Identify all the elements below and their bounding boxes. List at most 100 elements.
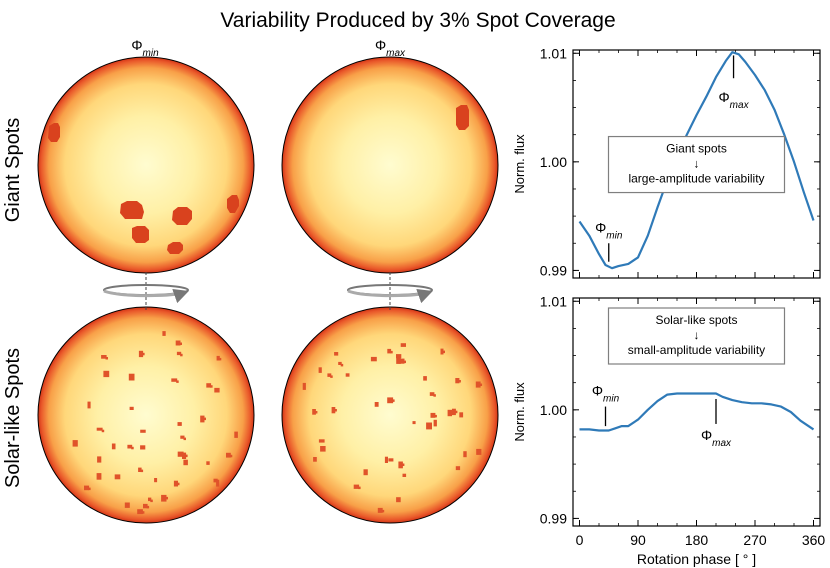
small-spot (84, 485, 90, 491)
x-tick-label: 180 (685, 532, 709, 548)
small-spot (105, 357, 108, 360)
small-spot (327, 373, 332, 377)
small-spot (387, 397, 394, 404)
small-spot (234, 431, 238, 438)
phase-marker-label: Φmax (701, 427, 732, 449)
small-spot (180, 353, 183, 357)
star-giant-phi-min (37, 56, 255, 274)
small-spot (314, 411, 318, 414)
small-spot (72, 440, 78, 447)
col-label-phi-min: Φmin (131, 37, 159, 59)
small-spot (433, 419, 437, 427)
small-spot (340, 363, 344, 367)
small-spot (214, 387, 220, 393)
small-spot (447, 409, 452, 417)
small-spot (430, 412, 436, 418)
chart-solar-like-spots: 0.99 1.00 1.01 0 90 180 270 360 Norm. flux Rotati… (512, 293, 825, 567)
small-spot (183, 459, 188, 466)
small-spot (177, 451, 184, 457)
small-spot (114, 474, 121, 480)
small-spot (459, 412, 464, 418)
chart-giant-spots: 0.99 1.00 1.01 Norm. flux Φmin Φmax Giant spot… (512, 45, 821, 279)
x-axis-label: Rotation phase [ ° ] (637, 551, 756, 567)
small-spot (203, 417, 206, 421)
small-spot (334, 352, 339, 356)
small-spot (150, 499, 153, 503)
small-spot (229, 454, 233, 458)
small-spot (213, 478, 218, 483)
small-spot (312, 409, 316, 415)
small-spot (442, 350, 445, 354)
x-tick-label: 270 (743, 532, 767, 548)
annotation-text: ↓ (694, 328, 700, 342)
small-spot (479, 383, 483, 386)
small-spot (101, 355, 107, 359)
giant-spots-max (456, 105, 469, 130)
small-spot (330, 375, 333, 378)
small-spot (206, 461, 210, 465)
small-spot (171, 378, 178, 382)
y-axis-label: Norm. flux (512, 382, 527, 442)
annotation-text: small-amplitude variability (628, 343, 765, 357)
row-label-giant-spots: Giant Spots (2, 118, 24, 223)
y-tick-label: 0.99 (540, 262, 567, 278)
small-spot (320, 446, 326, 452)
small-spot (103, 370, 110, 378)
small-spot (318, 367, 322, 373)
series-line (578, 51, 815, 270)
small-spot (210, 385, 213, 388)
small-spot (403, 360, 406, 364)
y-tick-label: 1.01 (540, 293, 567, 309)
small-spot (88, 487, 91, 491)
small-spot (218, 357, 222, 361)
small-spot (87, 401, 91, 409)
small-spot (302, 382, 306, 390)
small-spot (454, 410, 458, 414)
y-tick-label: 1.00 (540, 154, 567, 170)
small-spot (129, 406, 134, 410)
small-spot (429, 392, 435, 396)
annotation-box (607, 135, 786, 194)
small-spot (216, 479, 220, 487)
small-spot (177, 482, 180, 486)
small-spot (148, 497, 152, 502)
small-spot (396, 357, 401, 364)
small-spot (334, 409, 337, 412)
small-spot (175, 340, 181, 346)
small-spot (374, 402, 379, 407)
solar-spots-min (72, 331, 238, 515)
small-spot (396, 497, 401, 503)
small-spot (206, 383, 212, 388)
small-spot (165, 496, 168, 500)
small-spot (173, 480, 178, 487)
small-spot (476, 448, 482, 455)
small-spot (313, 457, 317, 462)
x-tick-label: 90 (630, 532, 646, 548)
phase-marker-label: Φmin (592, 383, 620, 405)
small-spot (400, 343, 406, 347)
small-spot (390, 350, 393, 354)
small-spot (452, 408, 456, 416)
rotation-arrow-left (103, 272, 189, 310)
rotation-arrow-right (347, 272, 433, 310)
small-spot (433, 394, 436, 397)
star-solar-phi-max (281, 306, 499, 524)
small-spot (131, 446, 134, 450)
small-spot (200, 415, 205, 423)
small-spot (426, 422, 432, 430)
small-spot (185, 454, 188, 458)
small-spot (180, 435, 185, 439)
small-spot (358, 486, 361, 490)
y-tick-label: 1.00 (540, 402, 567, 418)
small-spot (127, 444, 133, 449)
small-spot (384, 456, 388, 463)
small-spot (402, 473, 407, 477)
small-spot (392, 399, 395, 402)
phase-marker-label: Φmin (595, 219, 623, 241)
small-spot (388, 458, 394, 462)
annotation-text: large-amplitude variability (628, 172, 764, 186)
small-spot (455, 466, 461, 471)
small-spot (142, 352, 145, 356)
small-spot (96, 473, 102, 480)
